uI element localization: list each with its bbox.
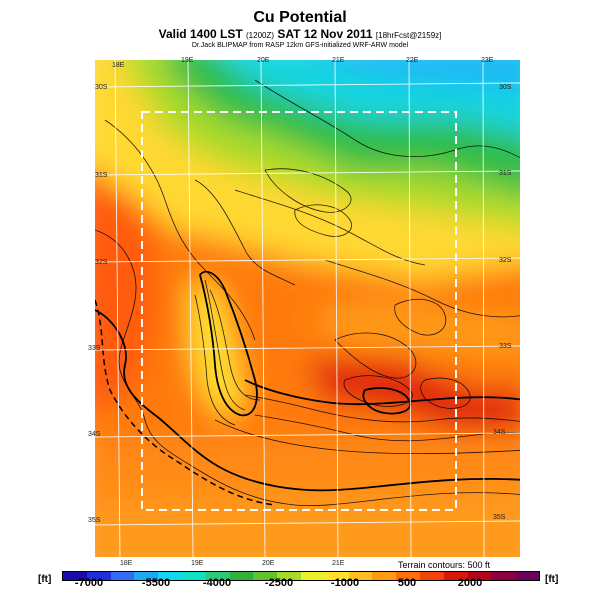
right-lat-label: 31S (499, 170, 512, 177)
units-left: [ft] (38, 574, 52, 585)
right-lat-label: 33S (499, 343, 512, 350)
bottom-lon-label: 18E (120, 560, 133, 567)
colorbar-swatch (277, 572, 301, 580)
colorbar-swatch (181, 572, 206, 580)
colorbar-swatch (515, 572, 539, 580)
cu-potential-map[interactable] (95, 60, 520, 557)
forecast-info: [18hrFcst@2159z] (375, 31, 442, 40)
top-lon-label: 19E (181, 57, 194, 64)
domain-boundary (141, 111, 457, 511)
colorbar-tick: -4000 (202, 577, 232, 589)
top-lon-label: 22E (406, 57, 419, 64)
colorbar-swatch (63, 572, 87, 580)
colorbar-swatch (443, 572, 468, 580)
right-lat-label: 34S (493, 429, 506, 436)
top-lon-label: 18E (112, 62, 125, 69)
colorbar-tick: -5500 (141, 577, 171, 589)
left-lat-label: 31S (95, 172, 108, 179)
colorbar-swatch (372, 572, 397, 580)
right-lat-label: 35S (493, 514, 506, 521)
valid-time-line: Valid 1400 LST (1200Z) SAT 12 Nov 2011 [… (0, 27, 600, 41)
colorbar-swatch (300, 572, 325, 580)
model-subtitle: Dr.Jack BLIPMAP from RASP 12km GFS-initi… (191, 42, 409, 49)
valid-utc: (1200Z) (246, 31, 275, 40)
map-canvas (95, 60, 520, 557)
colorbar-swatch (158, 572, 182, 580)
left-lat-label: 33S (88, 345, 101, 352)
top-lon-label: 23E (481, 57, 494, 64)
bottom-lon-label: 19E (191, 560, 204, 567)
colorbar-swatch (253, 572, 278, 580)
right-lat-label: 32S (499, 257, 512, 264)
top-lon-label: 20E (257, 57, 270, 64)
colorbar-swatch (134, 572, 159, 580)
units-right: [ft] (545, 574, 559, 585)
valid-date: SAT 12 Nov 2011 (277, 27, 373, 41)
right-lat-label: 30S (499, 84, 512, 91)
colorbar (62, 571, 540, 581)
colorbar-tick: 2000 (457, 577, 483, 589)
colorbar-swatch (396, 572, 420, 580)
colorbar-swatch (205, 572, 230, 580)
left-lat-label: 30S (95, 84, 108, 91)
colorbar-swatch (324, 572, 349, 580)
map-title: Cu Potential (253, 9, 347, 26)
colorbar-swatch (229, 572, 254, 580)
valid-label: Valid 1400 LST (158, 27, 243, 41)
left-lat-label: 35S (88, 517, 101, 524)
colorbar-swatch (491, 572, 516, 580)
colorbar-swatch (467, 572, 492, 580)
colorbar-tick: -7000 (74, 577, 104, 589)
bottom-lon-label: 21E (332, 560, 345, 567)
terrain-contour-note: Terrain contours: 500 ft (398, 560, 491, 570)
colorbar-swatch (86, 572, 111, 580)
colorbar-tick: -1000 (330, 577, 360, 589)
left-lat-label: 32S (95, 259, 108, 266)
colorbar-swatch (419, 572, 444, 580)
left-lat-label: 34S (88, 431, 101, 438)
top-lon-label: 21E (332, 57, 345, 64)
colorbar-tick: 500 (397, 577, 417, 589)
colorbar-tick: -2500 (264, 577, 294, 589)
bottom-lon-label: 20E (262, 560, 275, 567)
colorbar-swatch (110, 572, 135, 580)
colorbar-swatch (348, 572, 373, 580)
